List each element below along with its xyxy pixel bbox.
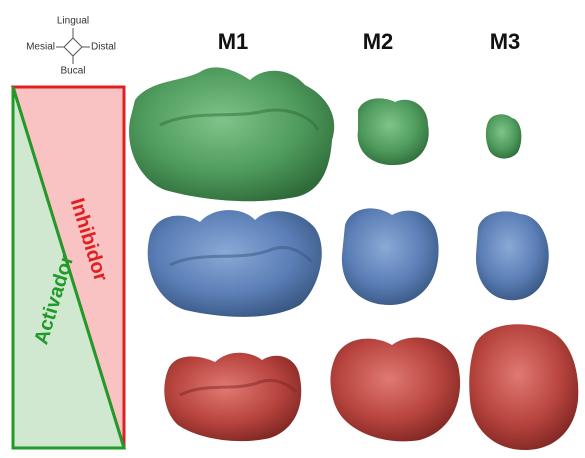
tooth	[357, 98, 429, 166]
activator-triangle	[11, 86, 127, 450]
column-header: M1	[218, 29, 249, 54]
tooth-groove	[179, 378, 298, 397]
tooth	[485, 114, 522, 159]
tooth	[469, 324, 579, 450]
tooth	[475, 211, 549, 301]
compass-label: Mesial	[26, 42, 55, 53]
column-header: M3	[490, 29, 521, 54]
compass-diamond	[63, 37, 83, 57]
tooth	[330, 337, 461, 442]
tooth	[164, 352, 302, 442]
tooth	[341, 208, 439, 306]
compass-label: Bucal	[60, 66, 85, 77]
tooth	[129, 67, 335, 202]
tooth	[147, 210, 322, 317]
column-header: M2	[363, 29, 394, 54]
compass-label: Lingual	[57, 16, 89, 27]
compass-label: Distal	[91, 42, 116, 53]
tooth-groove	[159, 108, 320, 131]
compass: Lingual Mesial Distal Bucal	[26, 16, 116, 77]
tooth-groove	[169, 246, 314, 267]
